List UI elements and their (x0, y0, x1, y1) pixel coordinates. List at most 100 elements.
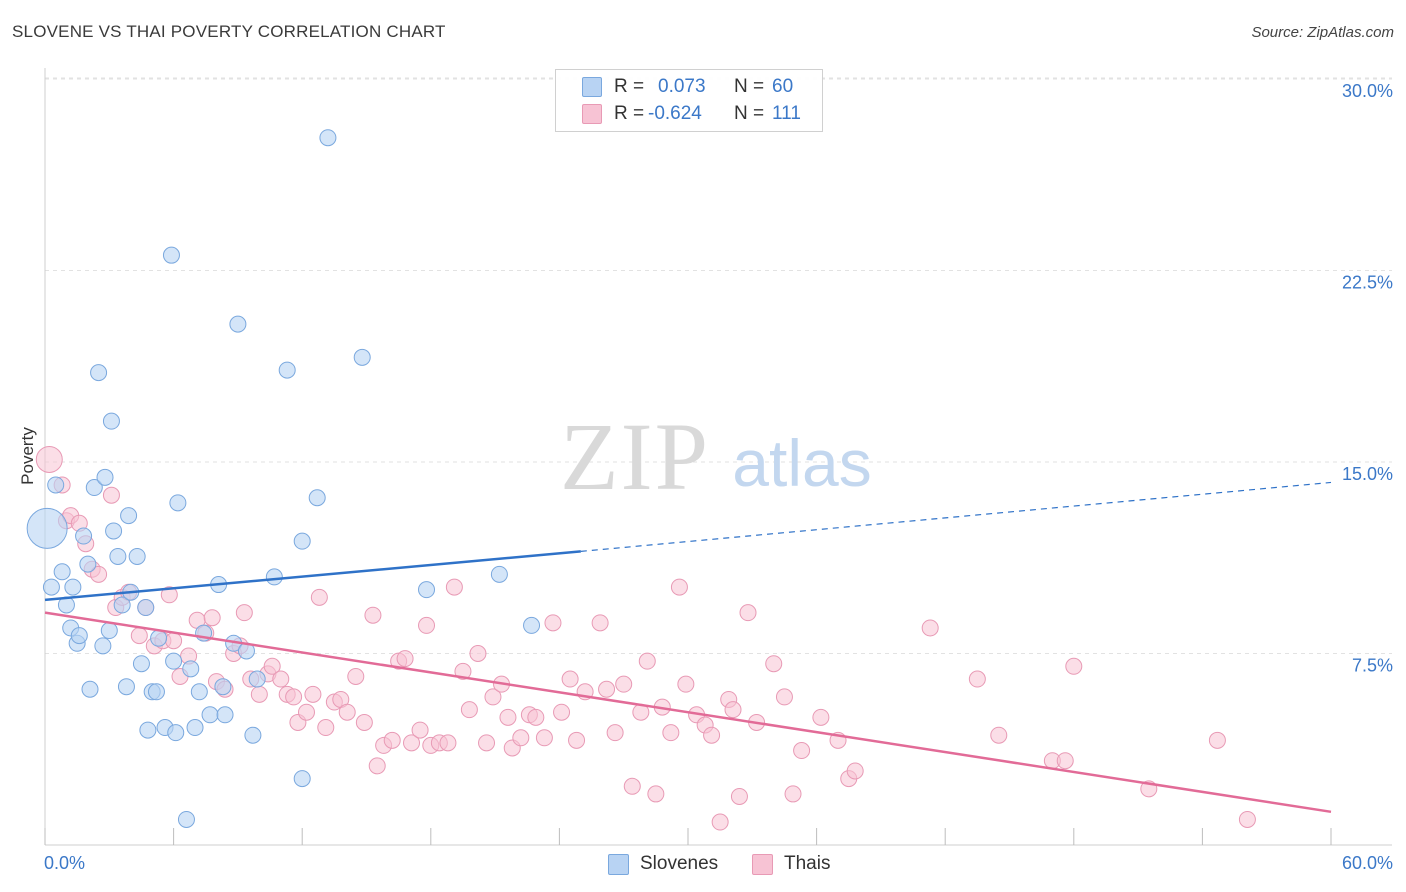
tick-labels: 7.5% 15.0% 22.5% 30.0% 0.0% 60.0% (44, 81, 1393, 873)
thais-point (677, 675, 695, 693)
thais-point (527, 708, 545, 726)
slovenes-point (64, 578, 82, 596)
thais-point (439, 734, 457, 752)
slovenes-point (308, 489, 326, 507)
slovenes-point (353, 348, 371, 366)
y-axis-label: Poverty (18, 427, 37, 485)
thais-point (364, 606, 382, 624)
slovenes-swatch (582, 77, 602, 97)
thais-point (165, 632, 183, 650)
slovenes-point (248, 670, 266, 688)
slovenes-point (105, 522, 123, 540)
thais-point (297, 703, 315, 721)
x-tick-label: 0.0% (44, 853, 85, 873)
slovenes-point (278, 361, 296, 379)
thais-point (368, 757, 386, 775)
thais-point (711, 813, 729, 831)
thais-point (304, 685, 322, 703)
thais-point (272, 670, 290, 688)
thais-point (285, 688, 303, 706)
legend-row-slovenes: R = 0.073 N = 60 (556, 74, 822, 100)
slovenes-point (128, 547, 146, 565)
slovenes-point (90, 364, 108, 382)
thais-point (662, 724, 680, 742)
legend-n-label: N = (734, 76, 765, 97)
thais-point (606, 724, 624, 742)
slovenes-point (319, 129, 337, 147)
slovenes-point (190, 683, 208, 701)
legend-n-label: N = (734, 103, 765, 124)
slovenes-point (81, 680, 99, 698)
slovenes-point (139, 721, 157, 739)
thais-point (1208, 731, 1226, 749)
y-tick-label: 15.0% (1342, 464, 1393, 484)
slovenes-point (117, 678, 135, 696)
y-tick-label: 30.0% (1342, 81, 1393, 101)
thais-trend-line (44, 611, 1332, 814)
thais-point (355, 713, 373, 731)
thais-point (846, 762, 864, 780)
thais-point (130, 627, 148, 645)
legend-row-thais: R = -0.624 N = 111 (556, 101, 822, 127)
slovenes-point (214, 678, 232, 696)
slovenes-point (177, 810, 195, 828)
slovenes-point (47, 476, 65, 494)
slovenes-point (182, 660, 200, 678)
slovenes-point (165, 652, 183, 670)
trend-lines (44, 481, 1332, 814)
thais-point (469, 645, 487, 662)
thais-point (647, 785, 665, 803)
thais-point (598, 680, 616, 698)
thais-point (102, 486, 120, 504)
thais-point (338, 703, 356, 721)
x-tick-label: 60.0% (1342, 853, 1393, 873)
slovenes-points (26, 129, 541, 828)
slovenes-point (169, 494, 187, 512)
watermark: ZIP atlas (560, 403, 872, 510)
slovenes-point (150, 629, 168, 647)
thais-point (544, 614, 562, 632)
axis-layer (44, 68, 1392, 846)
watermark-zip: ZIP (560, 403, 710, 510)
slovenes-point (523, 616, 541, 634)
thais-point (35, 445, 63, 473)
thais-point (670, 578, 688, 596)
slovenes-trend-extension (580, 481, 1332, 552)
thais-point (730, 787, 748, 805)
legend-n-value: 60 (772, 76, 794, 97)
thais-point (160, 586, 178, 604)
thais-point (484, 688, 502, 706)
slovenes-point (167, 724, 185, 742)
thais-point (460, 701, 478, 719)
slovenes-point (113, 596, 131, 614)
thais-point (561, 670, 579, 688)
thais-point (203, 609, 221, 627)
legend-r-value: 0.073 (658, 76, 706, 97)
thais-point (703, 726, 721, 744)
thais-point (968, 670, 986, 688)
y-tick-label: 7.5% (1352, 656, 1393, 676)
slovenes-point (100, 622, 118, 640)
thais-point (921, 619, 939, 637)
slovenes-point (53, 563, 71, 581)
thais-point (553, 703, 571, 721)
slovenes-point (229, 315, 247, 333)
slovenes-point (201, 706, 219, 724)
chart-title: SLOVENE VS THAI POVERTY CORRELATION CHAR… (12, 22, 446, 41)
slovenes-point (75, 527, 93, 545)
thais-point (478, 734, 496, 752)
thais-points (35, 445, 1256, 831)
thais-point (568, 731, 586, 749)
thais-point (1065, 657, 1083, 675)
source-credit: Source: ZipAtlas.com (1251, 24, 1394, 41)
thais-point (1056, 752, 1074, 770)
thais-point (775, 688, 793, 706)
slovenes-point (26, 507, 68, 549)
thais-point (383, 731, 401, 749)
thais-point (812, 708, 830, 726)
y-tick-label: 22.5% (1342, 273, 1393, 293)
thais-point (411, 721, 429, 739)
thais-point (535, 729, 553, 747)
grid-layer (45, 77, 1392, 654)
